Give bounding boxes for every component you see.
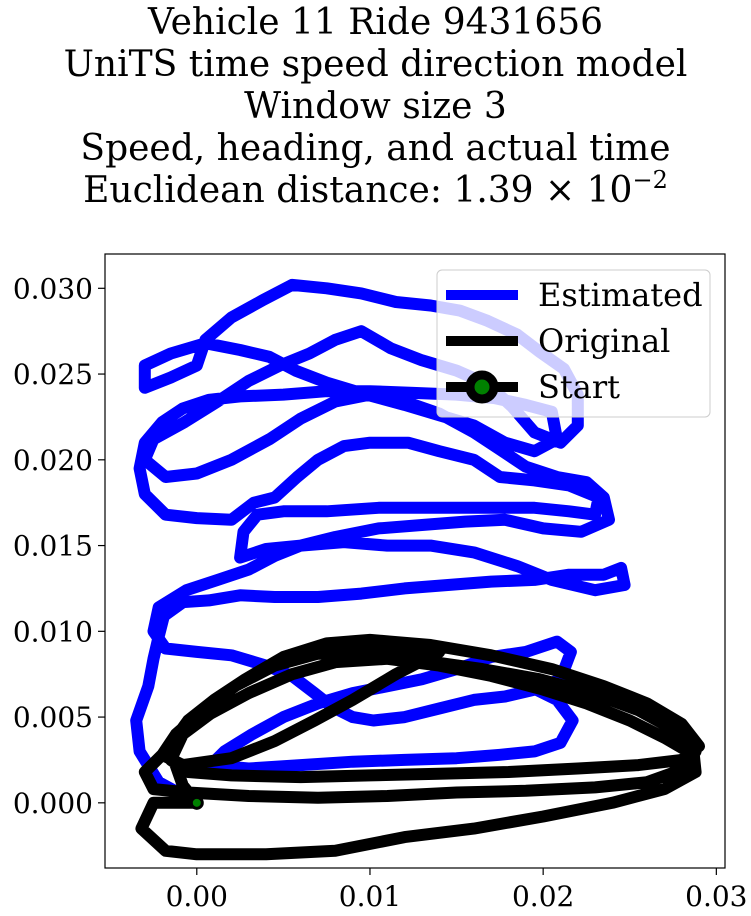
legend-original-label: Original (538, 322, 670, 360)
title-line-2: UniTS time speed direction model (63, 44, 688, 85)
x-tick-label: 0.01 (339, 880, 401, 913)
y-tick-label: 0.025 (13, 358, 93, 391)
y-tick-label: 0.005 (13, 701, 93, 734)
legend-start-swatch-marker (465, 370, 499, 404)
series-line-estimated (130, 278, 631, 809)
legend-box (436, 269, 711, 418)
title-line-5: Euclidean distance: 1.39 × 10−2 (0, 168, 751, 212)
legend-estimated-label: Estimated (538, 276, 703, 314)
title-metric-exponent: −2 (632, 166, 668, 194)
y-tick-label: 0.030 (13, 272, 93, 305)
title-metric-prefix: Euclidean distance: 1.39 × 10 (83, 170, 633, 211)
x-tick-label: 0.03 (685, 880, 747, 913)
legend-start-label: Start (538, 368, 620, 406)
y-axis: 0.000 0.005 0.010 0.015 0.020 0.025 0.030 (13, 272, 105, 820)
title-line-1: Vehicle 11 Ride 9431656 (147, 2, 604, 43)
y-tick-label: 0.000 (13, 787, 93, 820)
y-tick-label: 0.010 (13, 615, 93, 648)
title-line-4: Speed, heading, and actual time (80, 128, 671, 169)
series-layer (130, 278, 705, 861)
x-axis: 0.00 0.01 0.02 0.03 (166, 868, 748, 913)
legend: Estimated Original Start (436, 269, 711, 418)
start-marker (189, 795, 204, 810)
y-tick-label: 0.015 (13, 530, 93, 563)
series-line-original (135, 633, 705, 861)
chart-title: Vehicle 11 Ride 9431656 UniTS time speed… (0, 2, 751, 212)
plot-frame (104, 253, 726, 869)
y-tick-label: 0.020 (13, 444, 93, 477)
x-tick-label: 0.02 (512, 880, 574, 913)
x-tick-label: 0.00 (166, 880, 228, 913)
title-line-3: Window size 3 (244, 86, 507, 127)
